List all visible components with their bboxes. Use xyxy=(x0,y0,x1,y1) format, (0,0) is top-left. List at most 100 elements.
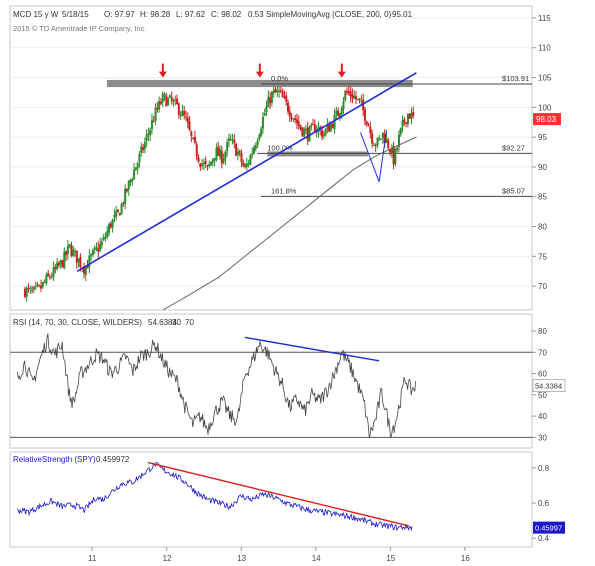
candle-body xyxy=(143,142,146,150)
candle-body xyxy=(367,125,370,127)
candle-body xyxy=(365,121,368,125)
candle-body xyxy=(41,282,44,288)
candle-body xyxy=(50,276,53,278)
candle-body xyxy=(208,164,211,167)
candle-body xyxy=(261,116,264,129)
candle-body xyxy=(372,144,375,146)
candle-body xyxy=(290,117,293,119)
header-symbol: MCD 15 y W xyxy=(13,10,59,19)
candle-body xyxy=(360,100,363,102)
candle-body xyxy=(193,136,196,143)
candle-body xyxy=(249,155,252,165)
fib-price-label: $103.91 xyxy=(502,74,529,83)
candle-body xyxy=(61,260,64,268)
candle-body xyxy=(236,152,239,155)
rs-trendline xyxy=(147,461,410,527)
candle-body xyxy=(324,129,327,136)
candle-body xyxy=(38,285,41,287)
candle-body xyxy=(226,142,229,152)
candle-body xyxy=(294,118,297,121)
candle-body xyxy=(133,169,136,180)
candle-body xyxy=(177,103,180,115)
candle-body xyxy=(374,144,377,146)
candle-body xyxy=(159,102,162,104)
candle-body xyxy=(161,93,164,103)
candle-body xyxy=(401,120,404,127)
candle-body xyxy=(43,281,46,283)
candle-body xyxy=(376,138,379,146)
candle-body xyxy=(283,96,286,98)
candle-body xyxy=(308,126,311,142)
last-price-label: 98.03 xyxy=(536,115,557,124)
candle-body xyxy=(47,273,50,276)
candle-body xyxy=(242,162,245,166)
fib-level-label: 161.8% xyxy=(271,186,297,195)
rs-last-value-label: 0.45997 xyxy=(535,524,562,533)
x-axis-tick-label: 13 xyxy=(237,554,246,563)
candle-body xyxy=(74,250,77,252)
candle-body xyxy=(72,249,75,256)
candle-body xyxy=(265,106,268,113)
rs-header: RelativeStrength (SPY) 0.459972 xyxy=(13,455,130,464)
candle-body xyxy=(405,122,408,124)
candle-body xyxy=(322,133,325,136)
candle-body xyxy=(313,124,316,133)
candle-body xyxy=(176,98,179,105)
candle-body xyxy=(127,180,130,190)
candle-body xyxy=(310,124,313,128)
candle-body xyxy=(288,111,291,117)
candle-body xyxy=(154,107,157,121)
price-panel: 0.0% $103.91 100.0% $92.27 161.8% $85.07 115 1… xyxy=(9,5,561,311)
candle-body xyxy=(356,98,359,100)
candle-body xyxy=(369,126,372,134)
candle-body xyxy=(276,89,279,93)
candle-body xyxy=(142,147,145,150)
candle-body xyxy=(90,254,93,256)
x-axis-tick-label: 14 xyxy=(312,554,321,563)
candle-body xyxy=(36,284,39,286)
candle-body xyxy=(115,210,118,217)
candle-body xyxy=(235,143,238,156)
wedge-pattern xyxy=(360,129,388,183)
candle-body xyxy=(399,127,402,135)
rsi-trendline xyxy=(244,336,380,362)
candle-body xyxy=(285,95,288,102)
candle-body xyxy=(54,267,57,269)
candle-body xyxy=(349,91,352,97)
candle-body xyxy=(403,119,406,123)
candle-body xyxy=(331,123,334,128)
candle-body xyxy=(304,128,307,130)
candle-body xyxy=(52,267,55,277)
candle-body xyxy=(254,145,257,150)
candle-body xyxy=(147,133,150,135)
candle-body xyxy=(145,134,148,141)
relative-strength-panel: 0.8 0.6 0.40.45997 RelativeStrength (SPY) … xyxy=(9,451,565,548)
candle-body xyxy=(93,247,96,250)
rsi-axis-tick-label: 30 xyxy=(538,433,547,442)
candle-body xyxy=(392,146,395,165)
rsi-param-overbought: 70 xyxy=(185,318,194,327)
candle-body xyxy=(326,124,329,130)
candle-body xyxy=(131,179,134,182)
candle-body xyxy=(104,236,107,239)
rs-plot-frame xyxy=(9,451,533,548)
header-open: O: 97.97 xyxy=(104,10,135,19)
candle-body xyxy=(170,97,173,101)
candle-body xyxy=(383,133,386,144)
rs-axis-tick-label: 0.4 xyxy=(538,534,550,543)
candle-body xyxy=(342,101,345,110)
candle-body xyxy=(99,243,102,251)
candle-body xyxy=(140,146,143,153)
x-axis: 11 12 13 14 15 16 xyxy=(88,547,470,563)
candle-body xyxy=(218,149,221,157)
candle-body xyxy=(113,214,116,218)
candle-body xyxy=(351,94,354,99)
candle-body xyxy=(389,149,392,153)
candle-body xyxy=(355,96,358,100)
candle-body xyxy=(333,114,336,130)
candle-body xyxy=(337,110,340,117)
candle-body xyxy=(174,99,177,101)
relative-strength-line xyxy=(17,462,413,532)
fib-price-label: $85.07 xyxy=(502,186,525,195)
candle-body xyxy=(56,262,59,270)
